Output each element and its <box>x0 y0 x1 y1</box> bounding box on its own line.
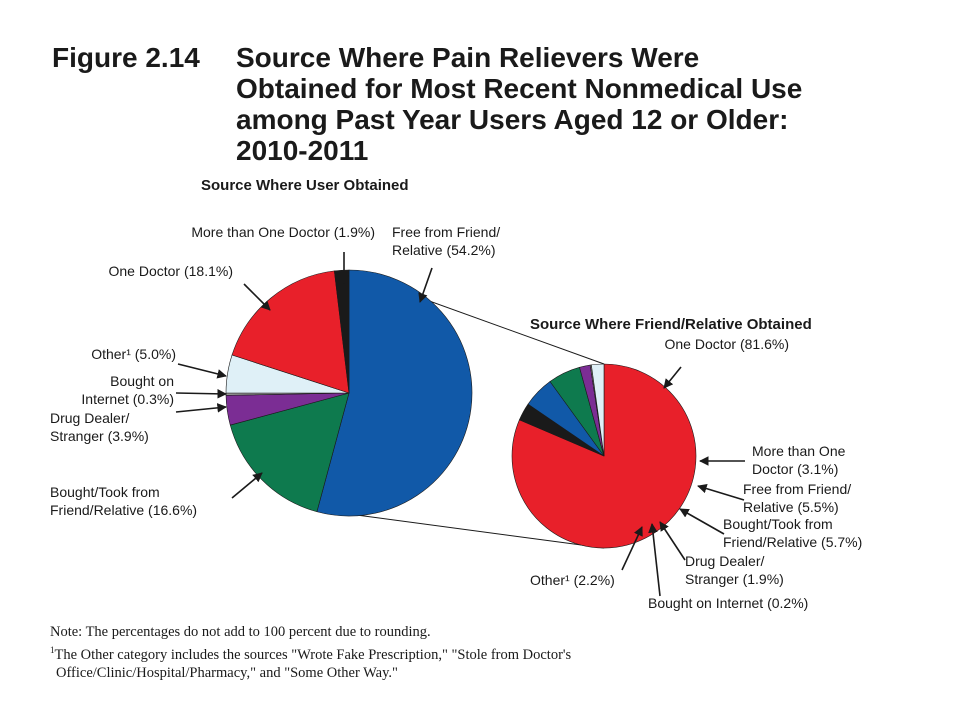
pie-2-leader-3 <box>697 483 745 501</box>
pie-1 <box>225 269 473 517</box>
pie-1-leader-4 <box>175 389 227 399</box>
pie-2-label-5: Drug Dealer/Stranger (1.9%) <box>685 553 784 587</box>
pie-2-leader-4 <box>679 508 725 535</box>
pie-2-slice-7 <box>591 363 605 457</box>
pie-2-leader-5 <box>659 521 686 561</box>
pie-2-label-6: Bought on Internet (0.2%) <box>648 595 808 611</box>
pie-2-label-3: Free from Friend/Relative (5.5%) <box>743 481 851 515</box>
pie-1-label-1: Free from Friend/Relative (54.2%) <box>392 224 500 258</box>
pie-1-label-7: More than One Doctor (1.9%) <box>191 224 375 240</box>
pie-1-slice-7 <box>334 269 350 394</box>
pie-2-leader-1 <box>663 366 682 389</box>
pie-2-leader-7 <box>621 526 643 571</box>
pie-1-leader-3 <box>175 403 227 413</box>
pie-1-leader-1 <box>418 267 433 303</box>
pie-2-label-4: Bought/Took from Friend/Relative (5.7%) <box>723 516 862 550</box>
pie-1-leader-2 <box>231 472 263 499</box>
footnote: 1The Other category includes the sources… <box>50 645 571 664</box>
pie-1-leader-6 <box>243 283 271 311</box>
pie-2-label-2: More than One Doctor (3.1%) <box>752 443 846 477</box>
pie-1-label-3: Drug Dealer/Stranger (3.9%) <box>50 410 149 444</box>
pie-2-label-7: Other¹ (2.2%) <box>530 572 615 588</box>
pie-2-leader-6 <box>648 523 661 597</box>
pie-1-label-2: Bought/Took from Friend/Relative (16.6%) <box>50 484 197 518</box>
figure-title: Source Where Pain Relievers Were Obtaine… <box>236 42 803 166</box>
footnote-continued: Office/Clinic/Hospital/Pharmacy," and "S… <box>56 665 398 681</box>
pie-2 <box>511 363 697 549</box>
footnote-line-1: The Other category includes the sources … <box>54 646 572 663</box>
chart-2-title: Source Where Friend/Relative Obtained <box>530 316 812 333</box>
connector-line-bottom <box>348 513 605 549</box>
pie-1-label-4: Bought on Internet (0.3%) <box>81 373 174 407</box>
pie-1-label-5: Other¹ (5.0%) <box>91 346 176 362</box>
pie-1-slice-6 <box>231 270 350 394</box>
footnote-marker: 1 <box>50 645 55 655</box>
pie-1-leader-5 <box>177 363 227 379</box>
pie-2-label-1: One Doctor (81.6%) <box>665 336 790 352</box>
pie-1-slice-1 <box>316 269 473 517</box>
pie-1-label-6: One Doctor (18.1%) <box>109 263 234 279</box>
note: Note: The percentages do not add to 100 … <box>50 624 431 640</box>
chart-1-title: Source Where User Obtained <box>201 177 409 194</box>
figure-label: Figure 2.14 <box>52 42 200 73</box>
